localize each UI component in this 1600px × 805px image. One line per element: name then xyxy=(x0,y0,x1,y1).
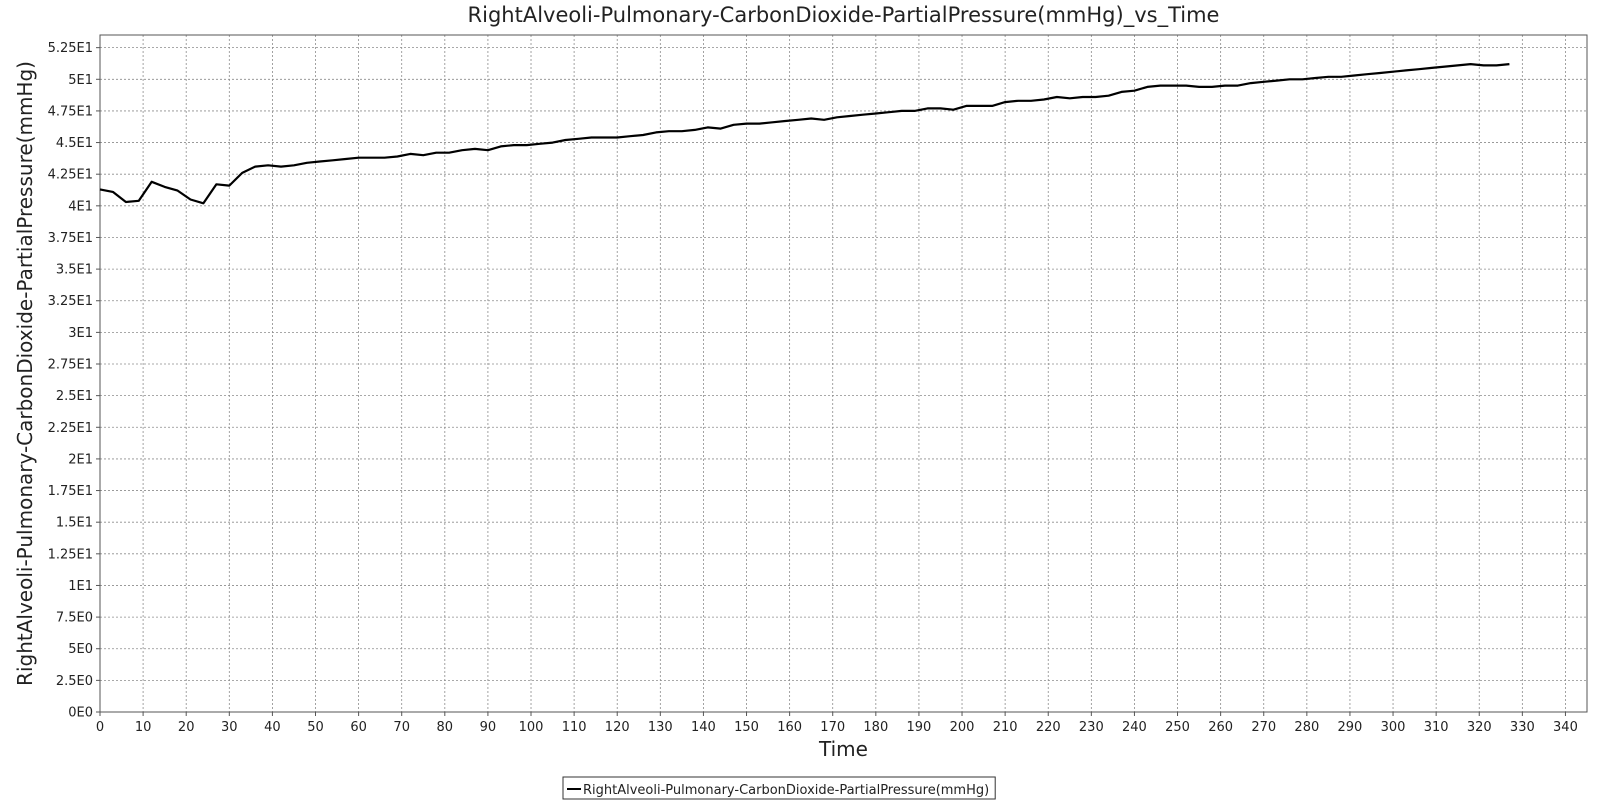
x-tick-label: 340 xyxy=(1553,720,1578,735)
chart-title: RightAlveoli-Pulmonary-CarbonDioxide-Par… xyxy=(468,3,1220,28)
y-tick-label: 4E1 xyxy=(68,199,93,214)
x-tick-label: 40 xyxy=(264,720,281,735)
y-tick-label: 5E0 xyxy=(68,642,93,657)
grid-lines xyxy=(99,35,1587,713)
y-tick-label: 5E1 xyxy=(68,73,93,88)
legend-box xyxy=(562,776,996,800)
y-tick-label: 4.75E1 xyxy=(48,104,93,119)
y-tick-label: 2E1 xyxy=(68,452,93,467)
y-tick-label: 2.5E1 xyxy=(56,389,93,404)
y-tick-label: 4.5E1 xyxy=(56,136,93,151)
x-tick-label: 50 xyxy=(307,720,324,735)
y-tick-label: 1.25E1 xyxy=(48,547,93,562)
x-tick-label: 120 xyxy=(605,720,630,735)
y-tick-label: 5.25E1 xyxy=(48,41,93,56)
x-tick-label: 220 xyxy=(1036,720,1061,735)
y-tick-label: 7.5E0 xyxy=(56,611,93,626)
x-tick-label: 230 xyxy=(1079,720,1104,735)
y-axis-ticks: 0E0 2.5E0 5E0 7.5E0 1E1 1.25E1 1.5E1 1.75E1 2E1 2… xyxy=(48,41,100,721)
series-line xyxy=(99,62,1510,205)
x-tick-label: 30 xyxy=(221,720,238,735)
x-tick-label: 130 xyxy=(648,720,673,735)
y-tick-label: 3E1 xyxy=(68,326,93,341)
x-tick-label: 150 xyxy=(734,720,759,735)
x-tick-label: 190 xyxy=(907,720,932,735)
x-tick-label: 170 xyxy=(820,720,845,735)
x-tick-label: 260 xyxy=(1208,720,1233,735)
y-tick-label: 1.5E1 xyxy=(56,516,93,531)
x-tick-label: 200 xyxy=(950,720,975,735)
x-tick-label: 100 xyxy=(519,720,544,735)
x-tick-label: 90 xyxy=(480,720,497,735)
x-tick-label: 160 xyxy=(777,720,802,735)
y-tick-label: 2.25E1 xyxy=(48,421,93,436)
x-tick-label: 10 xyxy=(135,720,152,735)
x-tick-label: 210 xyxy=(993,720,1018,735)
x-tick-label: 280 xyxy=(1294,720,1319,735)
y-tick-label: 2.5E0 xyxy=(56,674,93,689)
y-tick-label: 3.75E1 xyxy=(48,231,93,246)
y-tick-label: 4.25E1 xyxy=(48,168,93,183)
x-tick-label: 330 xyxy=(1510,720,1535,735)
x-tick-label: 270 xyxy=(1251,720,1276,735)
legend: RightAlveoli-Pulmonary-CarbonDioxide-Par… xyxy=(562,776,996,800)
y-tick-label: 0E0 xyxy=(68,706,93,721)
x-tick-label: 60 xyxy=(350,720,367,735)
x-tick-label: 80 xyxy=(437,720,454,735)
y-tick-label: 1E1 xyxy=(68,579,93,594)
x-tick-label: 290 xyxy=(1338,720,1363,735)
x-axis-ticks: 0 10 20 30 40 50 60 70 80 90 100 110 120 130 140 150 160… xyxy=(96,712,1578,735)
x-axis-label: Time xyxy=(818,737,868,761)
x-tick-label: 140 xyxy=(691,720,716,735)
y-tick-label: 2.75E1 xyxy=(48,358,93,373)
x-tick-label: 300 xyxy=(1381,720,1406,735)
x-tick-label: 320 xyxy=(1467,720,1492,735)
x-tick-label: 180 xyxy=(863,720,888,735)
x-tick-label: 70 xyxy=(393,720,410,735)
plot-border xyxy=(99,34,1588,713)
y-tick-label: 1.75E1 xyxy=(48,484,93,499)
x-tick-label: 240 xyxy=(1122,720,1147,735)
x-tick-label: 0 xyxy=(96,720,104,735)
x-tick-label: 250 xyxy=(1165,720,1190,735)
plot-area xyxy=(100,35,1587,712)
legend-label: RightAlveoli-Pulmonary-CarbonDioxide-Par… xyxy=(583,783,989,798)
x-tick-label: 310 xyxy=(1424,720,1449,735)
y-tick-label: 3.5E1 xyxy=(56,263,93,278)
y-tick-label: 3.25E1 xyxy=(48,294,93,309)
y-axis-label: RightAlveoli-Pulmonary-CarbonDioxide-Par… xyxy=(13,61,37,686)
x-tick-label: 110 xyxy=(562,720,587,735)
x-tick-label: 20 xyxy=(178,720,195,735)
